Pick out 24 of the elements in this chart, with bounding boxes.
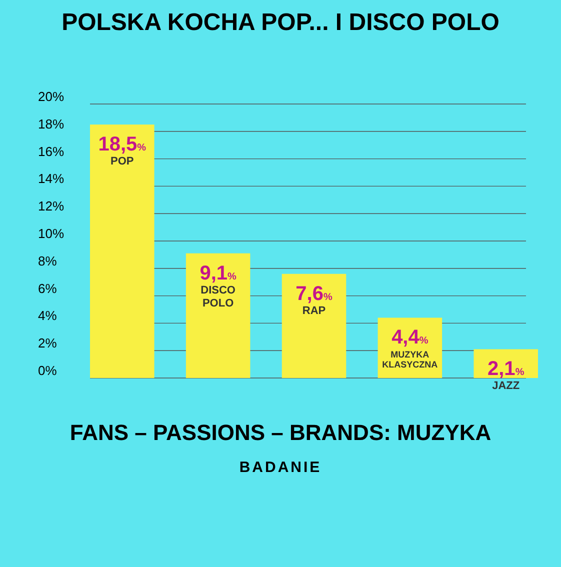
y-tick-label: 16% bbox=[38, 144, 64, 159]
y-tick-label: 12% bbox=[38, 198, 64, 214]
chart-title: POLSKA KOCHA POP... I DISCO POLO bbox=[62, 9, 500, 36]
y-tick-label: 18% bbox=[38, 116, 64, 132]
y-tick-label: 20% bbox=[38, 89, 64, 104]
x-tick-label: DISCO POLO bbox=[200, 284, 236, 310]
y-tick-label: 14% bbox=[38, 171, 64, 186]
x-tick-label: JAZZ bbox=[492, 380, 520, 392]
data-label: 4,4% bbox=[392, 326, 428, 349]
data-label: 7,6% bbox=[296, 282, 332, 305]
y-tick-label: 2% bbox=[38, 336, 58, 351]
data-label: 18,5% bbox=[98, 134, 146, 156]
y-tick-label: 10% bbox=[38, 226, 64, 241]
x-tick-label: POP bbox=[110, 156, 134, 168]
data-label: 9,1% bbox=[200, 262, 237, 284]
y-tick-label: 4% bbox=[38, 308, 58, 324]
text: FANS – PASSIONS – BRANDS: MUZYKA bbox=[70, 420, 492, 445]
y-tick-label: 0% bbox=[38, 363, 58, 378]
data-label: 2,1% bbox=[488, 358, 524, 380]
y-tick-label: 6% bbox=[38, 280, 58, 296]
x-tick-label: RAP bbox=[302, 304, 326, 317]
x-tick-label: MUZYKA KLASYCZNA bbox=[382, 350, 438, 370]
y-tick-label: 8% bbox=[38, 253, 58, 268]
text: BADANIE bbox=[239, 459, 322, 476]
